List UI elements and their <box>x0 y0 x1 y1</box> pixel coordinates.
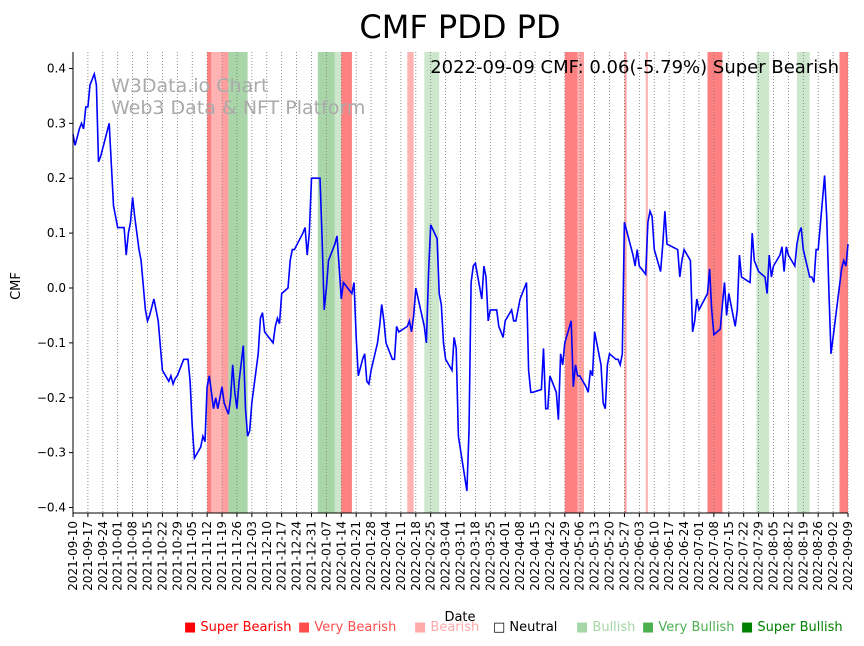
x-tick-label: 2022-08-19 <box>796 521 810 591</box>
x-tick-label: 2022-04-22 <box>543 521 557 591</box>
x-tick-label: 2021-12-17 <box>275 521 289 591</box>
band-bullish <box>756 52 770 513</box>
band-super-bearish <box>839 52 848 513</box>
band-super-bearish <box>564 52 578 513</box>
x-tick-label: 2022-03-04 <box>439 521 453 591</box>
cmf-series-line <box>72 71 849 492</box>
band-very-bearish <box>624 52 627 513</box>
chart-title: CMF PDD PD <box>359 8 560 46</box>
x-tick-label: 2021-12-24 <box>290 521 304 591</box>
x-tick-label: 2022-02-04 <box>379 521 393 591</box>
legend: ■ Super Bearish ■ Very Bearish ■ Bearish… <box>0 620 864 640</box>
x-tick-label: 2021-11-26 <box>230 521 244 591</box>
x-tick-label: 2021-12-03 <box>245 521 259 591</box>
x-tick-label: 2022-02-11 <box>394 521 408 591</box>
x-tick-label: 2022-02-25 <box>424 521 438 591</box>
y-tick-label: 0.2 <box>47 171 66 185</box>
watermark-line-2: Web3 Data & NFT Platform <box>111 97 365 119</box>
legend-super-bearish: ■ Super Bearish <box>184 620 292 635</box>
x-tick-label: 2022-07-08 <box>707 521 721 591</box>
band-bullish <box>424 52 440 513</box>
y-tick-label: 0.4 <box>47 61 66 75</box>
x-tick-label: 2022-04-08 <box>513 521 527 591</box>
x-tick-label: 2022-04-15 <box>528 521 542 591</box>
x-tick-label: 2021-12-31 <box>304 521 318 591</box>
x-tick-label: 2021-09-17 <box>81 521 95 591</box>
x-tick-label: 2021-10-01 <box>111 521 125 591</box>
x-tick-label: 2022-08-05 <box>766 521 780 591</box>
x-tick-label: 2022-02-18 <box>409 521 423 591</box>
x-tick-label: 2021-11-05 <box>185 521 199 591</box>
x-tick-label: 2022-01-14 <box>334 521 348 591</box>
x-tick-label: 2021-10-22 <box>155 521 169 591</box>
y-tick-label: −0.4 <box>37 501 66 515</box>
x-tick-label: 2021-09-10 <box>66 521 80 591</box>
x-tick-label: 2022-03-11 <box>454 521 468 591</box>
y-tick-label: 0.0 <box>47 281 66 295</box>
y-tick-label: −0.2 <box>37 391 66 405</box>
band-bearish <box>407 52 414 513</box>
x-tick-label: 2022-09-09 <box>841 521 855 591</box>
band-very-bullish <box>228 52 248 513</box>
y-tick-label: 0.3 <box>47 116 66 130</box>
legend-very-bearish: ■ Very Bearish <box>298 620 397 635</box>
x-tick-label: 2022-04-01 <box>498 521 512 591</box>
x-tick-label: 2021-09-24 <box>96 521 110 591</box>
x-tick-label: 2021-11-19 <box>215 521 229 591</box>
x-tick-label: 2022-05-06 <box>573 521 587 591</box>
x-tick-label: 2022-01-28 <box>364 521 378 591</box>
x-tick-label: 2022-07-01 <box>692 521 706 591</box>
y-axis-label: CMF <box>9 272 24 300</box>
band-bullish <box>334 52 342 513</box>
band-super-bearish <box>341 52 352 513</box>
legend-super-bullish: ■ Super Bullish <box>741 620 843 635</box>
x-tick-label: 2022-06-17 <box>662 521 676 591</box>
legend-neutral: □ Neutral <box>493 620 558 635</box>
x-tick-label: 2022-07-29 <box>752 521 766 591</box>
band-bullish <box>796 52 810 513</box>
x-tick-label: 2021-10-15 <box>141 521 155 591</box>
x-tick-label: 2022-07-22 <box>737 521 751 591</box>
legend-very-bullish: ■ Very Bullish <box>642 620 735 635</box>
watermark-line-1: W3Data.io Chart <box>111 75 268 97</box>
x-tick-label: 2022-05-13 <box>588 521 602 591</box>
band-very-bearish <box>222 52 229 513</box>
x-tick-label: 2022-01-21 <box>349 521 363 591</box>
x-tick-label: 2022-09-02 <box>826 521 840 591</box>
band-very-bearish <box>579 52 584 513</box>
x-tick-label: 2022-06-10 <box>647 521 661 591</box>
x-tick-label: 2022-06-24 <box>677 521 691 591</box>
x-tick-label: 2022-04-29 <box>558 521 572 591</box>
band-bearish <box>211 52 223 513</box>
x-tick-label: 2022-08-12 <box>781 521 795 591</box>
band-bearish <box>645 52 648 513</box>
x-tick-label: 2022-07-15 <box>722 521 736 591</box>
x-tick-label: 2021-12-10 <box>260 521 274 591</box>
band-super-bearish <box>207 52 212 513</box>
x-tick-label: 2021-10-08 <box>126 521 140 591</box>
x-tick-label: 2021-11-12 <box>200 521 214 591</box>
y-tick-label: −0.3 <box>37 446 66 460</box>
x-tick-label: 2022-05-20 <box>603 521 617 591</box>
y-tick-labels: −0.4 −0.3 −0.2 −0.1 0.0 0.1 0.2 0.3 0.4 <box>37 61 73 515</box>
y-tick-label: −0.1 <box>37 336 66 350</box>
x-tick-label: 2022-06-03 <box>632 521 646 591</box>
x-tick-label: 2022-05-27 <box>617 521 631 591</box>
y-tick-label: 0.1 <box>47 226 66 240</box>
band-super-bearish <box>707 52 723 513</box>
legend-bullish: ■ Bullish <box>576 620 636 635</box>
x-axis-label: Date <box>444 610 475 625</box>
x-tick-label: 2022-08-26 <box>811 521 825 591</box>
band-bearish <box>577 52 580 513</box>
vertical-gridlines <box>72 52 849 513</box>
legend-bearish: ■ Bearish <box>414 620 480 635</box>
x-tick-label: 2022-01-07 <box>319 521 333 591</box>
x-tick-label: 2021-10-29 <box>170 521 184 591</box>
x-tick-label: 2022-03-25 <box>483 521 497 591</box>
signal-bands <box>207 52 848 513</box>
status-annotation: 2022-09-09 CMF: 0.06(-5.79%) Super Beari… <box>430 57 839 78</box>
x-tick-labels: 2021-09-10 2021-09-17 2021-09-24 2021-10-01… <box>66 513 855 591</box>
x-tick-label: 2022-03-18 <box>468 521 482 591</box>
